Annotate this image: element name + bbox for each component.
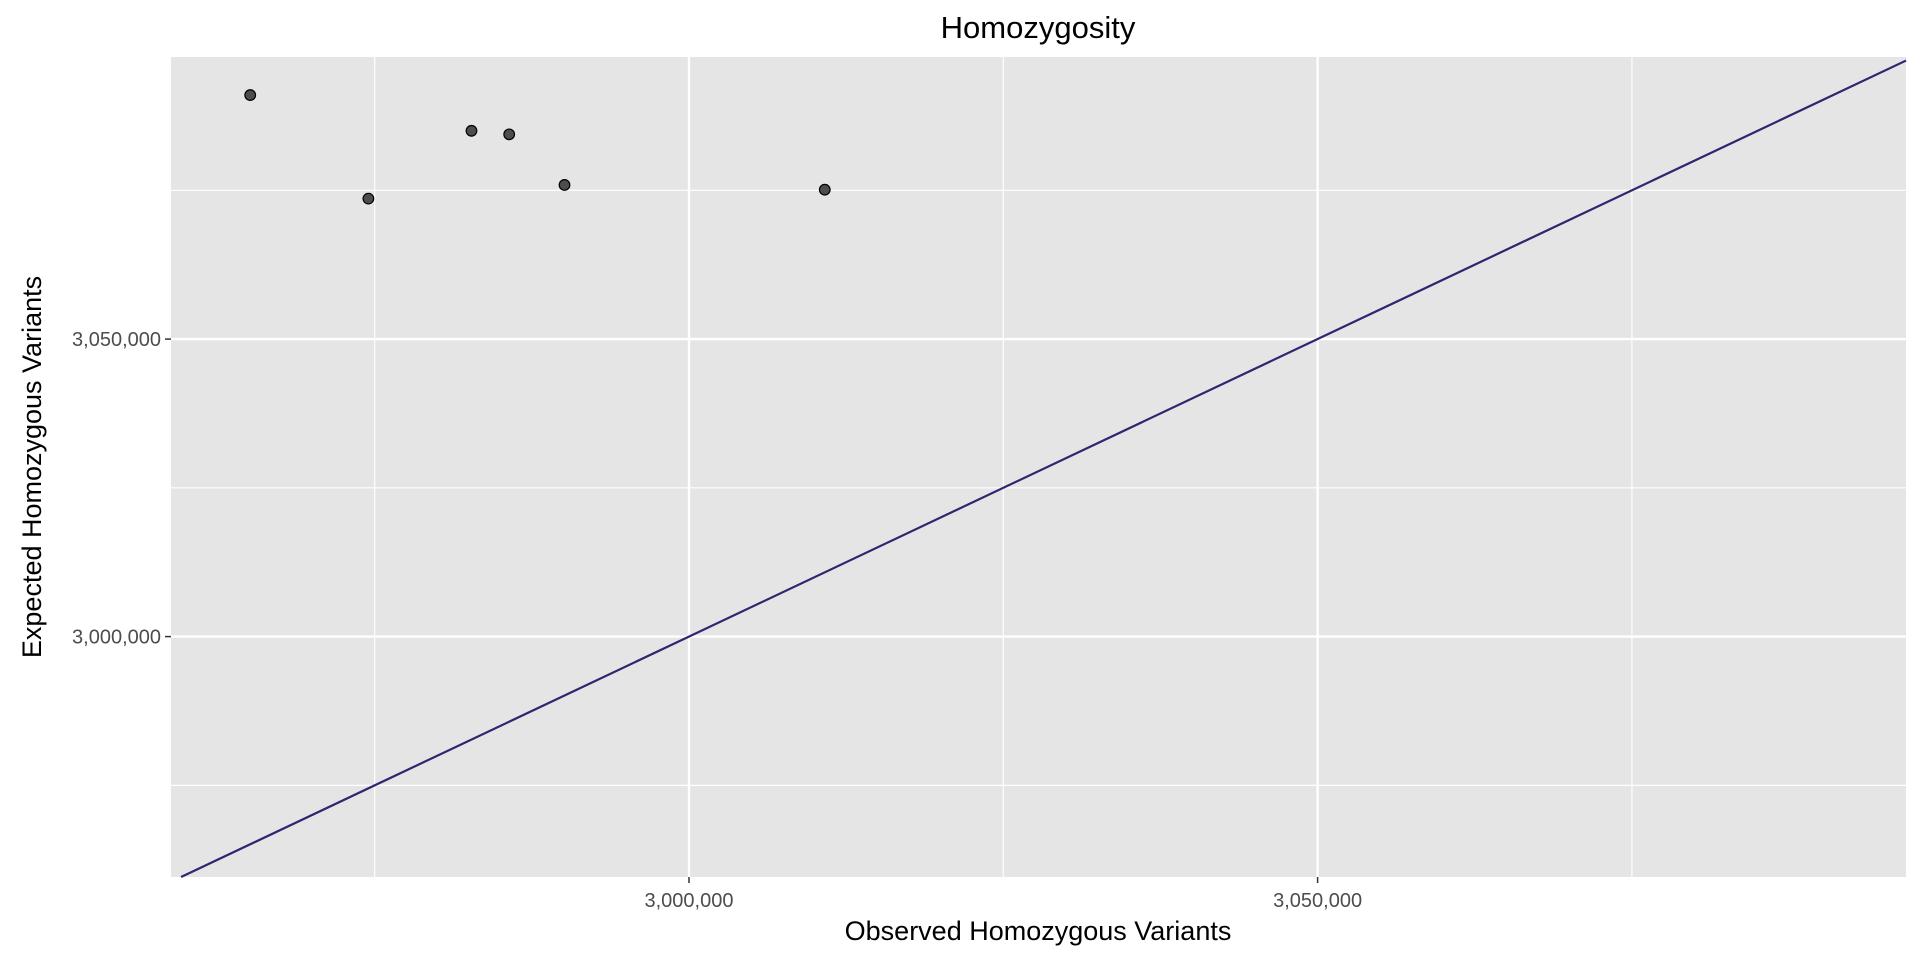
x-tick-label: 3,050,000: [1273, 890, 1362, 912]
x-axis-ticks: 3,000,000 3,050,000: [644, 877, 1362, 912]
y-tick-label: 3,050,000: [72, 329, 161, 351]
x-tick-label: 3,000,000: [644, 890, 733, 912]
data-point: [244, 89, 257, 101]
data-point: [465, 124, 478, 137]
y-axis-title: Expected Homozygous Variants: [17, 276, 47, 658]
reference-line-group: [180, 59, 1907, 878]
data-point: [558, 179, 571, 191]
reference-line: [180, 59, 1907, 878]
chart-title: Homozygosity: [941, 10, 1136, 45]
y-tick-label: 3,000,000: [72, 627, 161, 649]
data-point: [818, 183, 831, 196]
x-axis-title: Observed Homozygous Variants: [845, 916, 1232, 946]
minor-grid: [171, 57, 1906, 877]
major-grid: [171, 57, 1906, 877]
y-axis-ticks: 3,000,000 3,050,000: [72, 329, 171, 649]
data-points: [244, 89, 831, 205]
data-point: [362, 192, 375, 205]
plot-panel: [171, 57, 1906, 877]
data-point: [503, 128, 516, 141]
